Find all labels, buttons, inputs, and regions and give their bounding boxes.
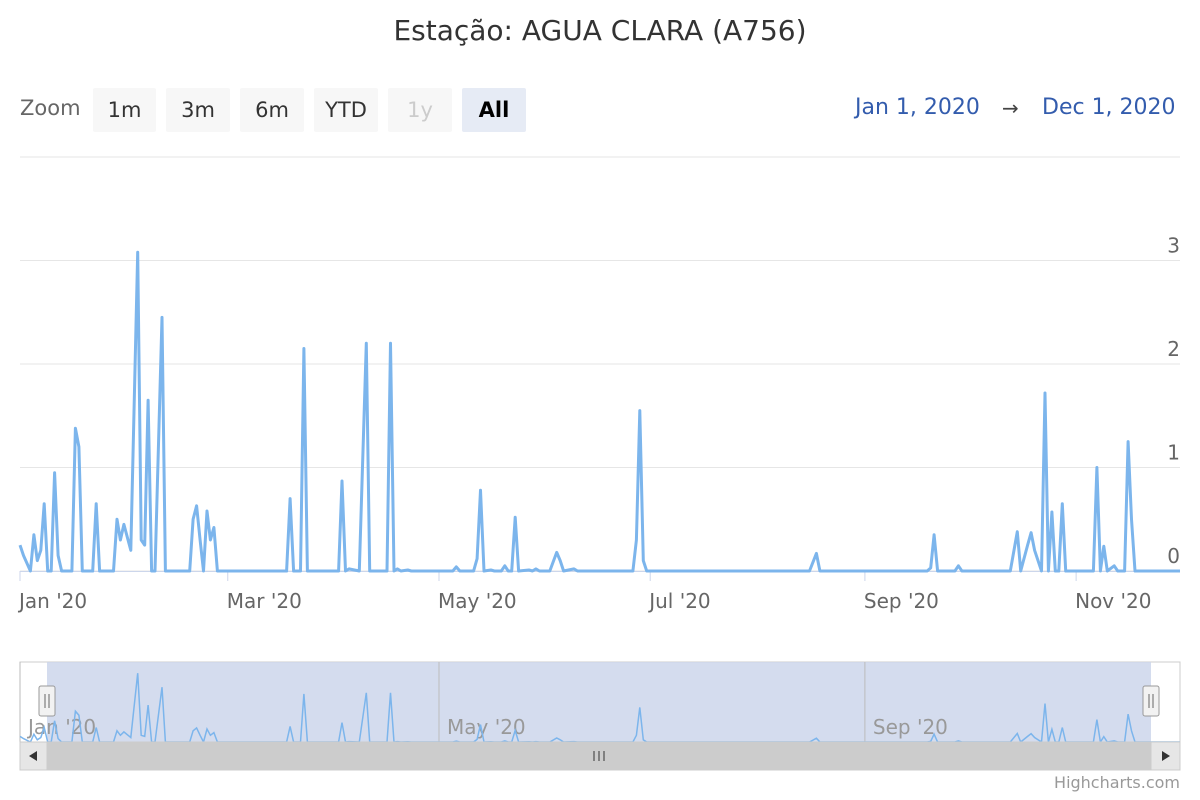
x-tick-label: May '20 [438,589,517,613]
x-tick-label: Mar '20 [227,589,302,613]
zoom-all-button[interactable]: All [462,88,526,132]
arrow-right-icon [1162,751,1170,761]
y-tick-label: 1 [1167,441,1180,465]
range-arrow: → [1002,96,1019,120]
zoom-3m-button[interactable]: 3m [166,88,230,132]
y-tick-label: 0 [1167,544,1180,568]
navigator-tick-label: May '20 [447,715,526,739]
y-tick-label: 2 [1167,337,1180,361]
scrollbar-grip-icon [593,751,605,761]
navigator-left-handle[interactable] [38,685,56,717]
series-line [18,250,1180,573]
x-tick-label: Jul '20 [647,589,710,613]
zoom-1m-button[interactable]: 1m [93,88,156,132]
range-to-input[interactable]: Dec 1, 2020 [1042,95,1176,120]
scrollbar[interactable] [19,741,1181,771]
navigator-axis-labels: Jan '20 May '20 Sep '20 [26,715,948,739]
y-tick-label: 3 [1167,234,1180,258]
zoom-ytd-button[interactable]: YTD [314,88,378,132]
navigator-right-handle[interactable] [1142,685,1160,717]
zoom-label: Zoom [20,96,81,120]
x-tick-label: Nov '20 [1075,589,1151,613]
y-axis-labels: 0 1 2 3 [1167,234,1180,569]
zoom-6m-button[interactable]: 6m [240,88,304,132]
gridlines [20,156,1180,572]
navigator-selection-mask[interactable] [47,662,1151,742]
navigator-tick-label: Sep '20 [873,715,948,739]
zoom-1y-button: 1y [388,88,452,132]
range-from-input[interactable]: Jan 1, 2020 [855,95,980,120]
x-axis-ticks: Jan '20 Mar '20 May '20 Jul '20 Sep '20 Nov '… [17,571,1180,613]
credits-link[interactable]: Highcharts.com [1054,773,1180,792]
x-tick-label: Sep '20 [864,589,939,613]
arrow-left-icon [29,751,37,761]
x-tick-label: Jan '20 [17,589,87,613]
navigator-tick-label: Jan '20 [26,715,96,739]
navigator[interactable]: Jan '20 May '20 Sep '20 [19,661,1181,745]
navigator-gridlines [19,662,866,742]
chart-title: Estação: AGUA CLARA (A756) [393,14,807,47]
